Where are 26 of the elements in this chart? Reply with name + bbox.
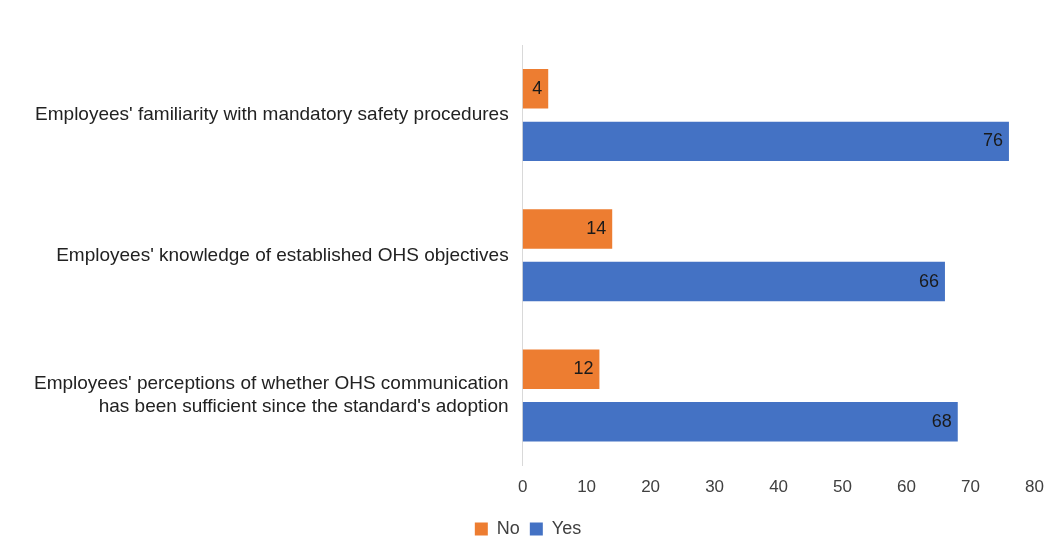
y-tick-label: Employees' knowledge of established OHS objectives	[56, 243, 509, 265]
bar	[522, 69, 549, 109]
bar	[522, 402, 958, 442]
bar	[522, 261, 945, 302]
x-tick-label: 60	[897, 477, 917, 497]
bar	[522, 349, 600, 389]
legend-label: No	[496, 517, 520, 538]
x-tick-label: 0	[517, 477, 528, 497]
x-tick-label: 30	[705, 477, 725, 497]
x-tick-label: 50	[833, 477, 853, 497]
bar	[522, 209, 613, 249]
legend-label: Yes	[551, 517, 582, 538]
y-tick-label: Employees' familiarity with mandatory safety procedures	[35, 103, 509, 125]
x-tick-label: 80	[1025, 477, 1045, 497]
y-tick-label: Employees' perceptions of whether OHS communication has been sufficient since the standard's adoption	[33, 372, 509, 417]
x-tick-label: 40	[769, 477, 789, 497]
data-label: 66	[918, 270, 939, 291]
data-label: 76	[982, 130, 1003, 151]
x-tick-label: 10	[577, 477, 597, 497]
data-label: 12	[573, 358, 594, 379]
data-label: 4	[532, 77, 543, 98]
x-tick-label: 70	[961, 477, 981, 497]
x-tick-label: 20	[641, 477, 661, 497]
bar	[522, 121, 1009, 162]
data-label: 14	[586, 217, 607, 238]
data-label: 68	[931, 410, 952, 431]
